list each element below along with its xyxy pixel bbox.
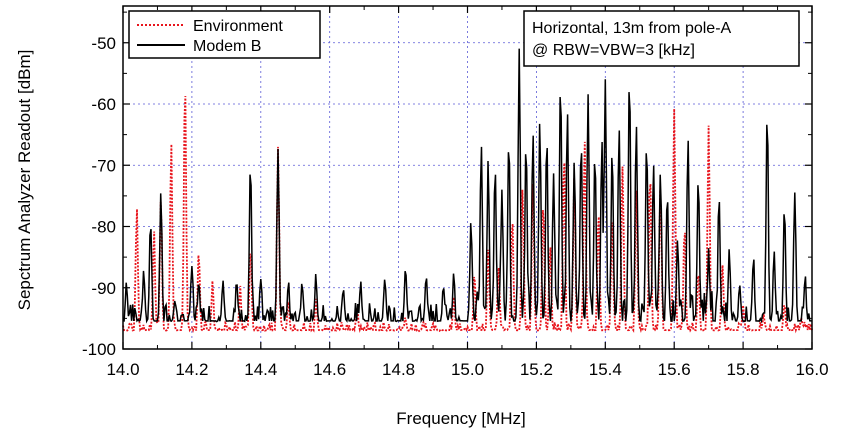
y-tick-label: -60	[91, 95, 116, 114]
y-axis-title: Sepctrum Analyzer Readout [dBm]	[15, 50, 34, 311]
y-tick-label: -80	[91, 218, 116, 237]
x-tick-label: 15.8	[727, 360, 760, 379]
x-tick-label: 14.8	[382, 360, 415, 379]
x-tick-label: 14.4	[244, 360, 277, 379]
x-tick-label: 16.0	[795, 360, 828, 379]
annotation-line-1: Horizontal, 13m from pole-A	[532, 20, 732, 37]
legend-label-environment: Environment	[193, 18, 283, 35]
y-tick-label: -50	[91, 34, 116, 53]
y-tick-label: -70	[91, 156, 116, 175]
x-tick-label: 15.6	[658, 360, 691, 379]
ticks: 14.0 14.2 14.4 14.6 14.8 15.0 15.2 15.4 15.6 15.8…	[82, 6, 829, 379]
y-tick-label: -90	[91, 279, 116, 298]
x-tick-label: 15.0	[451, 360, 484, 379]
annotation-box: Horizontal, 13m from pole-A @ RBW=VBW=3 …	[523, 10, 800, 67]
series-line-environment	[122, 96, 813, 334]
x-tick-label: 14.0	[106, 360, 139, 379]
annotation-line-2: @ RBW=VBW=3 [kHz]	[532, 42, 695, 59]
x-tick-label: 14.6	[313, 360, 346, 379]
x-tick-label: 15.2	[520, 360, 553, 379]
legend: Environment Modem B	[128, 10, 321, 59]
grid	[123, 6, 812, 349]
series-line-modem-b	[122, 48, 812, 324]
x-axis-title: Frequency [MHz]	[396, 409, 525, 428]
legend-box	[128, 10, 321, 59]
annotation-frame	[523, 10, 800, 67]
x-tick-label: 14.2	[175, 360, 208, 379]
series-layer	[122, 48, 813, 334]
legend-label-modem-b: Modem B	[193, 38, 261, 55]
x-tick-label: 15.4	[589, 360, 622, 379]
y-tick-label: -100	[82, 340, 116, 359]
